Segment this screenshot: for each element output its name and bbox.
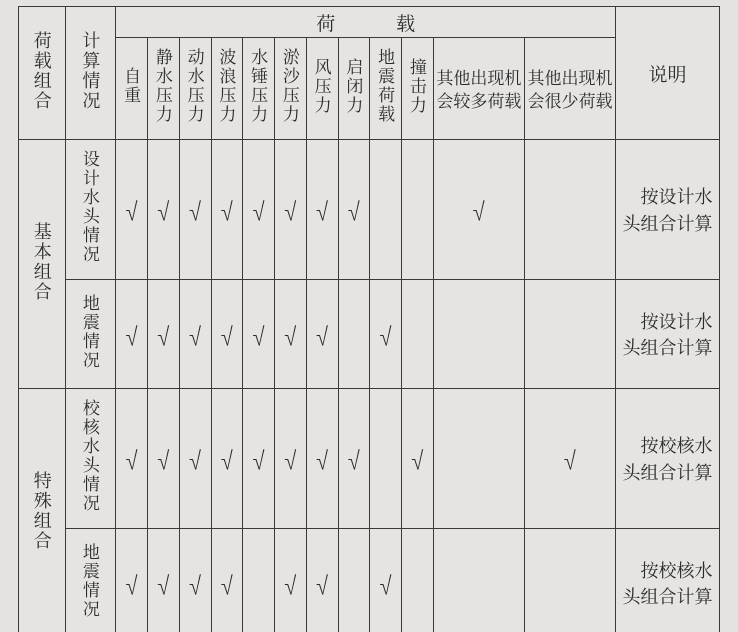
load-col-2: 动水压力 bbox=[179, 38, 211, 140]
case-cell: 地震情况 bbox=[65, 280, 116, 389]
load-col-other-more: 其他出现机会较多荷载 bbox=[433, 38, 524, 140]
check-cell: √ bbox=[370, 280, 402, 389]
check-cell: √ bbox=[306, 140, 338, 280]
load-col-7: 启闭力 bbox=[338, 38, 370, 140]
check-cell: √ bbox=[275, 280, 307, 389]
col-header-loads-group: 荷 载 bbox=[116, 7, 616, 38]
check-cell: √ bbox=[275, 529, 307, 632]
table-row: 地震情况 √ √ √ √ √ √ √ √ 按设计水头组合计算 bbox=[19, 280, 720, 389]
case-cell: 地震情况 bbox=[65, 529, 116, 632]
check-cell bbox=[402, 280, 434, 389]
check-cell: √ bbox=[243, 280, 275, 389]
check-cell bbox=[433, 529, 524, 632]
check-cell bbox=[338, 529, 370, 632]
check-cell bbox=[370, 140, 402, 280]
check-cell: √ bbox=[243, 140, 275, 280]
header-row-1: 荷载组合 计算情况 荷 载 说明 bbox=[19, 7, 720, 38]
table-row: 特殊组合 校核水头情况 √ √ √ √ √ √ √ √ √ √ 按校核水头组合计… bbox=[19, 389, 720, 529]
check-cell: √ bbox=[275, 140, 307, 280]
check-cell bbox=[524, 529, 615, 632]
load-col-other-less: 其他出现机会很少荷载 bbox=[524, 38, 615, 140]
check-cell bbox=[433, 389, 524, 529]
load-col-5: 淤沙压力 bbox=[275, 38, 307, 140]
load-combination-table: 荷载组合 计算情况 荷 载 说明 自重 静水压力 动水压力 波浪压力 水锤压力 … bbox=[18, 6, 720, 632]
case-cell: 校核水头情况 bbox=[65, 389, 116, 529]
check-cell: √ bbox=[402, 389, 434, 529]
check-cell: √ bbox=[211, 389, 243, 529]
col-header-desc: 说明 bbox=[616, 7, 720, 140]
check-cell: √ bbox=[211, 529, 243, 632]
check-cell bbox=[524, 140, 615, 280]
case-cell: 设计水头情况 bbox=[65, 140, 116, 280]
check-cell: √ bbox=[148, 280, 180, 389]
check-cell bbox=[433, 280, 524, 389]
check-cell: √ bbox=[338, 389, 370, 529]
check-cell: √ bbox=[179, 280, 211, 389]
desc-cell: 按校核水头组合计算 bbox=[616, 389, 720, 529]
check-cell: √ bbox=[116, 389, 148, 529]
check-cell: √ bbox=[306, 280, 338, 389]
check-cell: √ bbox=[116, 529, 148, 632]
desc-cell: 按设计水头组合计算 bbox=[616, 140, 720, 280]
col-header-combo: 荷载组合 bbox=[19, 7, 66, 140]
desc-cell: 按设计水头组合计算 bbox=[616, 280, 720, 389]
check-cell: √ bbox=[306, 389, 338, 529]
check-cell: √ bbox=[306, 529, 338, 632]
table-row: 地震情况 √ √ √ √ √ √ √ 按校核水头组合计算 bbox=[19, 529, 720, 632]
check-cell: √ bbox=[179, 140, 211, 280]
load-col-9: 撞击力 bbox=[402, 38, 434, 140]
check-cell bbox=[370, 389, 402, 529]
group-label-basic: 基本组合 bbox=[19, 140, 66, 389]
check-cell: √ bbox=[148, 529, 180, 632]
check-cell: √ bbox=[524, 389, 615, 529]
check-cell: √ bbox=[148, 140, 180, 280]
check-cell: √ bbox=[370, 529, 402, 632]
load-col-3: 波浪压力 bbox=[211, 38, 243, 140]
table-row: 基本组合 设计水头情况 √ √ √ √ √ √ √ √ √ 按设计水头组合计算 bbox=[19, 140, 720, 280]
load-col-6: 风压力 bbox=[306, 38, 338, 140]
check-cell: √ bbox=[211, 140, 243, 280]
load-col-4: 水锤压力 bbox=[243, 38, 275, 140]
check-cell: √ bbox=[275, 389, 307, 529]
load-col-1: 静水压力 bbox=[148, 38, 180, 140]
check-cell: √ bbox=[148, 389, 180, 529]
check-cell: √ bbox=[433, 140, 524, 280]
group-label-special: 特殊组合 bbox=[19, 389, 66, 632]
check-cell bbox=[338, 280, 370, 389]
load-col-0: 自重 bbox=[116, 38, 148, 140]
check-cell: √ bbox=[116, 140, 148, 280]
desc-cell: 按校核水头组合计算 bbox=[616, 529, 720, 632]
check-cell bbox=[524, 280, 615, 389]
check-cell: √ bbox=[179, 529, 211, 632]
check-cell: √ bbox=[116, 280, 148, 389]
check-cell: √ bbox=[338, 140, 370, 280]
header-row-2: 自重 静水压力 动水压力 波浪压力 水锤压力 淤沙压力 风压力 启闭力 地震荷载… bbox=[19, 38, 720, 140]
check-cell: √ bbox=[211, 280, 243, 389]
check-cell bbox=[402, 140, 434, 280]
load-col-8: 地震荷载 bbox=[370, 38, 402, 140]
check-cell: √ bbox=[243, 389, 275, 529]
col-header-calc: 计算情况 bbox=[65, 7, 116, 140]
check-cell bbox=[402, 529, 434, 632]
check-cell: √ bbox=[179, 389, 211, 529]
check-cell bbox=[243, 529, 275, 632]
